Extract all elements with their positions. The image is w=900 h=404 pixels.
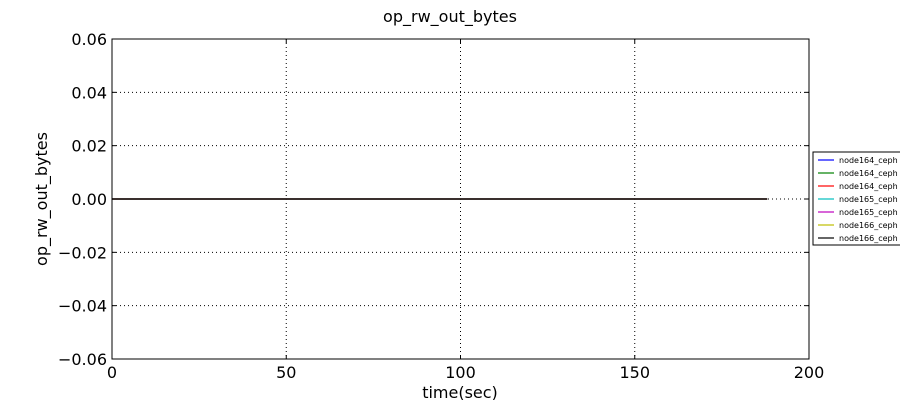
y-axis-label: op_rw_out_bytes bbox=[32, 132, 52, 266]
y-tick-label: −0.04 bbox=[58, 297, 107, 316]
legend: node164_ceph node164_ceph node164_cephnode… bbox=[812, 151, 900, 246]
legend-label-3: node165_ceph bbox=[839, 195, 898, 204]
x-tick-label: 0 bbox=[107, 363, 117, 382]
y-tick-labels: 0.06 0.04 0.02 0.00 −0.02 −0.04 −0.06 bbox=[58, 30, 107, 369]
legend-label-6: node166_ceph bbox=[839, 234, 898, 243]
x-tick-labels: 0 50 100 150 200 bbox=[107, 363, 824, 382]
y-tick-label: 0.06 bbox=[71, 30, 107, 49]
y-tick-label: −0.06 bbox=[58, 350, 107, 369]
legend-label-1: node164_ceph bbox=[839, 169, 898, 178]
legend-label-4: node165_ceph bbox=[839, 208, 898, 217]
y-tick-label: 0.00 bbox=[71, 190, 107, 209]
y-tick-label: −0.02 bbox=[58, 243, 107, 262]
x-tick-label: 50 bbox=[276, 363, 296, 382]
axis-ticks bbox=[111, 38, 810, 360]
y-tick-label: 0.02 bbox=[71, 137, 107, 156]
x-tick-label: 200 bbox=[794, 363, 825, 382]
x-tick-label: 100 bbox=[445, 363, 476, 382]
legend-label-2: node164_ceph bbox=[839, 182, 898, 191]
x-axis-label: time(sec) bbox=[422, 383, 498, 400]
legend-label-5: node166_ceph bbox=[839, 221, 898, 230]
legend-items: node164_ceph node164_ceph node164_cephnode… bbox=[818, 156, 898, 243]
chart-title: op_rw_out_bytes bbox=[383, 7, 517, 27]
y-tick-label: 0.04 bbox=[71, 83, 107, 102]
legend-label-0: node164_ceph bbox=[839, 156, 898, 165]
x-tick-label: 150 bbox=[619, 363, 650, 382]
